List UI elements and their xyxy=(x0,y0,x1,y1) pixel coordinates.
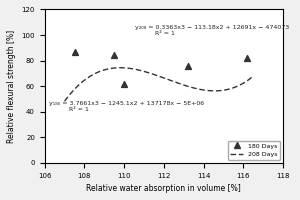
Point xyxy=(72,50,77,53)
Point xyxy=(112,54,117,57)
Text: y₂₀₈ = 0.3363x3 − 113.18x2 + 12691x − 474073
          R² = 1: y₂₀₈ = 0.3363x3 − 113.18x2 + 12691x − 47… xyxy=(135,25,290,36)
Point xyxy=(245,56,250,60)
Point xyxy=(185,64,190,67)
Legend: 180 Days, 208 Days: 180 Days, 208 Days xyxy=(228,141,280,160)
Text: y₁₈₀ = 3.7661x3 − 1245.1x2 + 137178x − 5E+06
          R² = 1: y₁₈₀ = 3.7661x3 − 1245.1x2 + 137178x − 5… xyxy=(50,101,205,112)
X-axis label: Relative water absorption in volume [%]: Relative water absorption in volume [%] xyxy=(86,184,241,193)
Point xyxy=(122,82,127,85)
Y-axis label: Relative flexural strength [%]: Relative flexural strength [%] xyxy=(7,30,16,143)
